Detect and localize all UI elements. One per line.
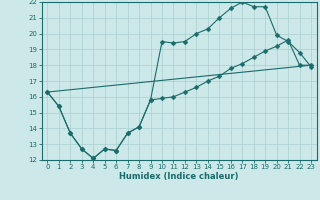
X-axis label: Humidex (Indice chaleur): Humidex (Indice chaleur): [119, 172, 239, 181]
